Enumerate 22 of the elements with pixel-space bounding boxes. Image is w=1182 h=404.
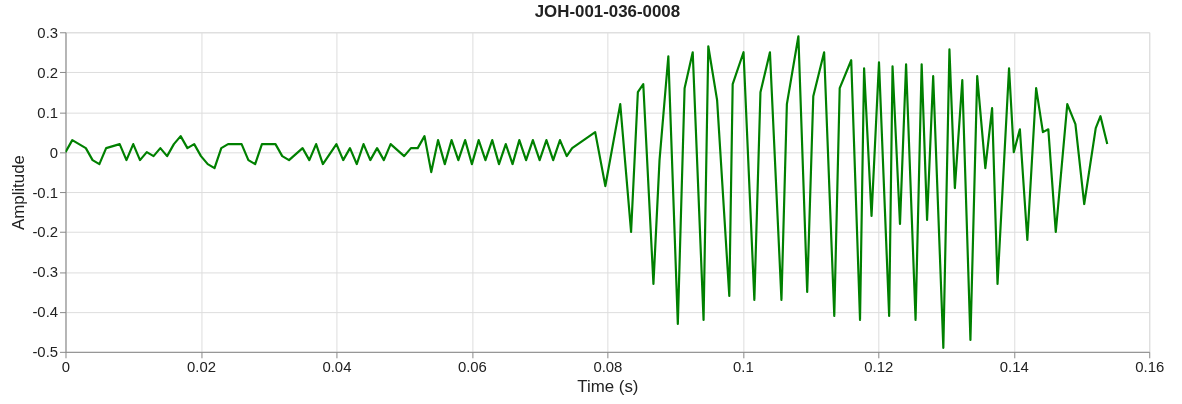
- x-tick-label: 0.1: [733, 359, 754, 376]
- y-tick-label: -0.2: [32, 224, 59, 241]
- y-tick-label: 0.3: [37, 24, 59, 41]
- x-axis-title: Time (s): [577, 377, 639, 397]
- x-tick-label: 0.06: [457, 359, 487, 376]
- y-tick-label: 0.1: [37, 104, 59, 121]
- chart-title: JOH-001-036-0008: [534, 2, 681, 22]
- y-axis-title: Amplitude: [9, 155, 29, 231]
- x-tick-label: 0.16: [1135, 359, 1165, 376]
- y-tick-label: 0: [49, 144, 59, 161]
- y-tick-label: -0.1: [32, 184, 59, 201]
- y-tick-label: 0.2: [37, 64, 59, 81]
- y-tick-label: -0.5: [32, 344, 59, 361]
- x-tick-label: 0.08: [593, 359, 623, 376]
- y-tick-label: -0.3: [32, 264, 59, 281]
- x-tick-label: 0.04: [322, 359, 352, 376]
- line-series: [65, 35, 1109, 349]
- x-tick-label: 0.12: [864, 359, 894, 376]
- x-tick-label: 0.02: [186, 359, 216, 376]
- x-tick-label: 0.14: [999, 359, 1029, 376]
- x-tick-label: 0: [61, 359, 71, 376]
- y-tick-label: -0.4: [32, 304, 59, 321]
